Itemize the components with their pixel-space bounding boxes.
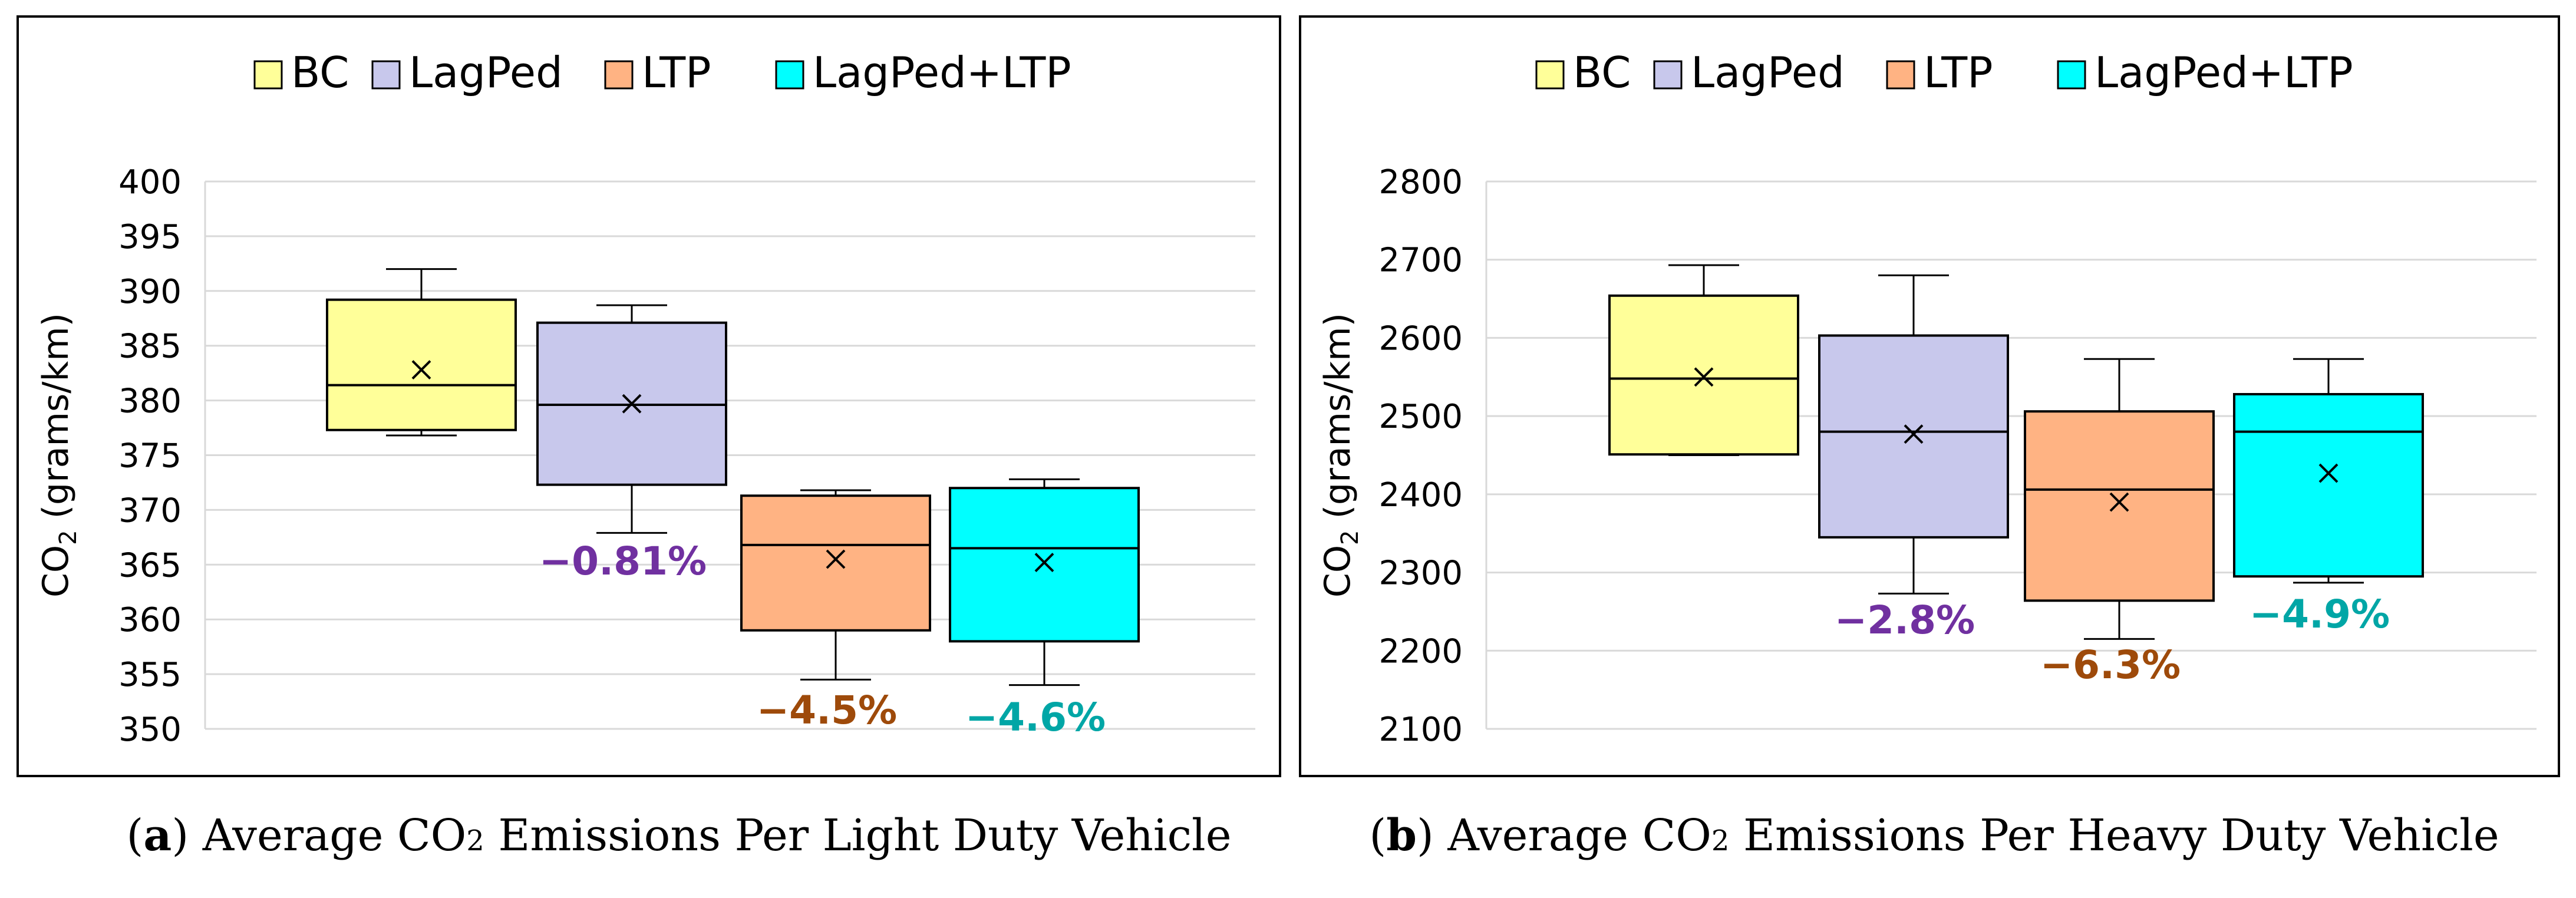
y-tick-label: 2700 — [1378, 242, 1463, 280]
legend-swatch — [253, 60, 283, 90]
y-tick-label: 2600 — [1378, 319, 1463, 358]
box-bc — [326, 268, 517, 437]
y-tick-label: 380 — [118, 382, 182, 421]
legend-swatch — [1653, 60, 1683, 90]
y-tick-label: 2500 — [1378, 398, 1463, 436]
caption-pre: Average CO — [202, 810, 467, 861]
change-label: −4.9% — [2250, 592, 2390, 637]
y-tick-label: 2400 — [1378, 476, 1463, 514]
y-axis-label: CO2 (grams/km) — [35, 313, 82, 597]
legend-swatch — [1886, 60, 1915, 90]
y-tick-label: 2100 — [1378, 711, 1463, 749]
box-body — [1818, 334, 2009, 539]
caption-post: Emissions Per Light Duty Vehicle — [484, 810, 1232, 861]
change-label: −4.5% — [757, 688, 897, 733]
y-axis-label-pre: CO — [1317, 545, 1358, 597]
y-tick-label: 395 — [118, 218, 182, 256]
box-bc — [1608, 264, 1799, 456]
y-axis-label-post: (grams/km) — [1317, 313, 1358, 530]
box-body — [949, 487, 1140, 643]
box-lagped-ltp — [949, 478, 1140, 686]
box-lagped — [1818, 274, 2009, 595]
y-tick-label: 390 — [118, 273, 182, 311]
panel-b: 2100 2200 2300 2400 2500 2600 2700 2800 CO2 (gra… — [1299, 15, 2560, 777]
change-label: −0.81% — [539, 539, 707, 584]
y-axis-label-pre: CO — [35, 545, 77, 597]
legend-swatch — [371, 60, 401, 90]
y-tick-label: 355 — [118, 656, 182, 694]
y-tick-label: 400 — [118, 163, 182, 202]
caption-post: Emissions Per Heavy Duty Vehicle — [1729, 810, 2499, 861]
panel-frame — [17, 15, 1281, 777]
legend-swatch — [2057, 60, 2086, 90]
legend-label: LTP — [1924, 48, 1993, 97]
change-label: −6.3% — [2040, 642, 2181, 688]
legend-label: BC — [1573, 48, 1631, 97]
legend-label: BC — [291, 48, 349, 97]
legend-label: LagPed+LTP — [813, 48, 1071, 97]
mean-marker — [1034, 553, 1054, 572]
caption-sub: 2 — [466, 824, 484, 857]
legend-swatch — [604, 60, 634, 90]
y-tick-label: 385 — [118, 328, 182, 366]
panel-caption: (b) Average CO2 Emissions Per Heavy Duty… — [1369, 810, 2499, 861]
y-tick-label: 2200 — [1378, 632, 1463, 671]
box-body — [740, 494, 931, 632]
box-body — [1608, 294, 1799, 456]
y-axis-label-post: (grams/km) — [35, 313, 77, 530]
legend-swatch — [775, 60, 804, 90]
y-axis-label-sub: 2 — [55, 530, 82, 544]
y-axis-label-sub: 2 — [1337, 530, 1364, 544]
change-label: −2.8% — [1835, 597, 1975, 643]
change-label: −4.6% — [965, 695, 1106, 740]
mean-marker — [1694, 367, 1714, 387]
y-tick-label: 375 — [118, 437, 182, 476]
mean-marker — [2109, 492, 2129, 512]
legend-label: LagPed+LTP — [2095, 48, 2353, 97]
y-tick-label: 2800 — [1378, 163, 1463, 202]
mean-marker — [2318, 463, 2338, 483]
legend-label: LTP — [642, 48, 711, 97]
mean-marker — [826, 549, 846, 569]
y-tick-label: 365 — [118, 546, 182, 585]
legend-label: LagPed — [409, 48, 563, 97]
box-body — [2024, 410, 2215, 602]
y-tick-label: 360 — [118, 601, 182, 639]
legend-swatch — [1535, 60, 1565, 90]
caption-sub: 2 — [1711, 824, 1730, 857]
box-lagped — [536, 304, 727, 534]
y-tick-label: 350 — [118, 711, 182, 749]
mean-marker — [622, 394, 642, 414]
box-body — [2233, 392, 2424, 578]
box-body — [326, 298, 517, 431]
panel-letter: a — [143, 810, 171, 861]
panel-frame — [1299, 15, 2560, 777]
mean-marker — [411, 360, 431, 379]
box-lagped-ltp — [2233, 358, 2424, 584]
mean-marker — [1904, 424, 1924, 444]
y-tick-label: 370 — [118, 491, 182, 530]
box-ltp — [2024, 358, 2215, 640]
y-axis-label: CO2 (grams/km) — [1317, 313, 1364, 597]
panel-caption: (a) Average CO2 Emissions Per Light Duty… — [127, 810, 1232, 861]
box-ltp — [740, 489, 931, 681]
panel-a: 350 355 360 365 370 375 380 385 390 395 400 CO2 (gr… — [17, 15, 1281, 777]
y-tick-label: 2300 — [1378, 554, 1463, 593]
legend-label: LagPed — [1691, 48, 1845, 97]
panel-letter: b — [1386, 810, 1417, 861]
caption-pre: Average CO — [1447, 810, 1711, 861]
